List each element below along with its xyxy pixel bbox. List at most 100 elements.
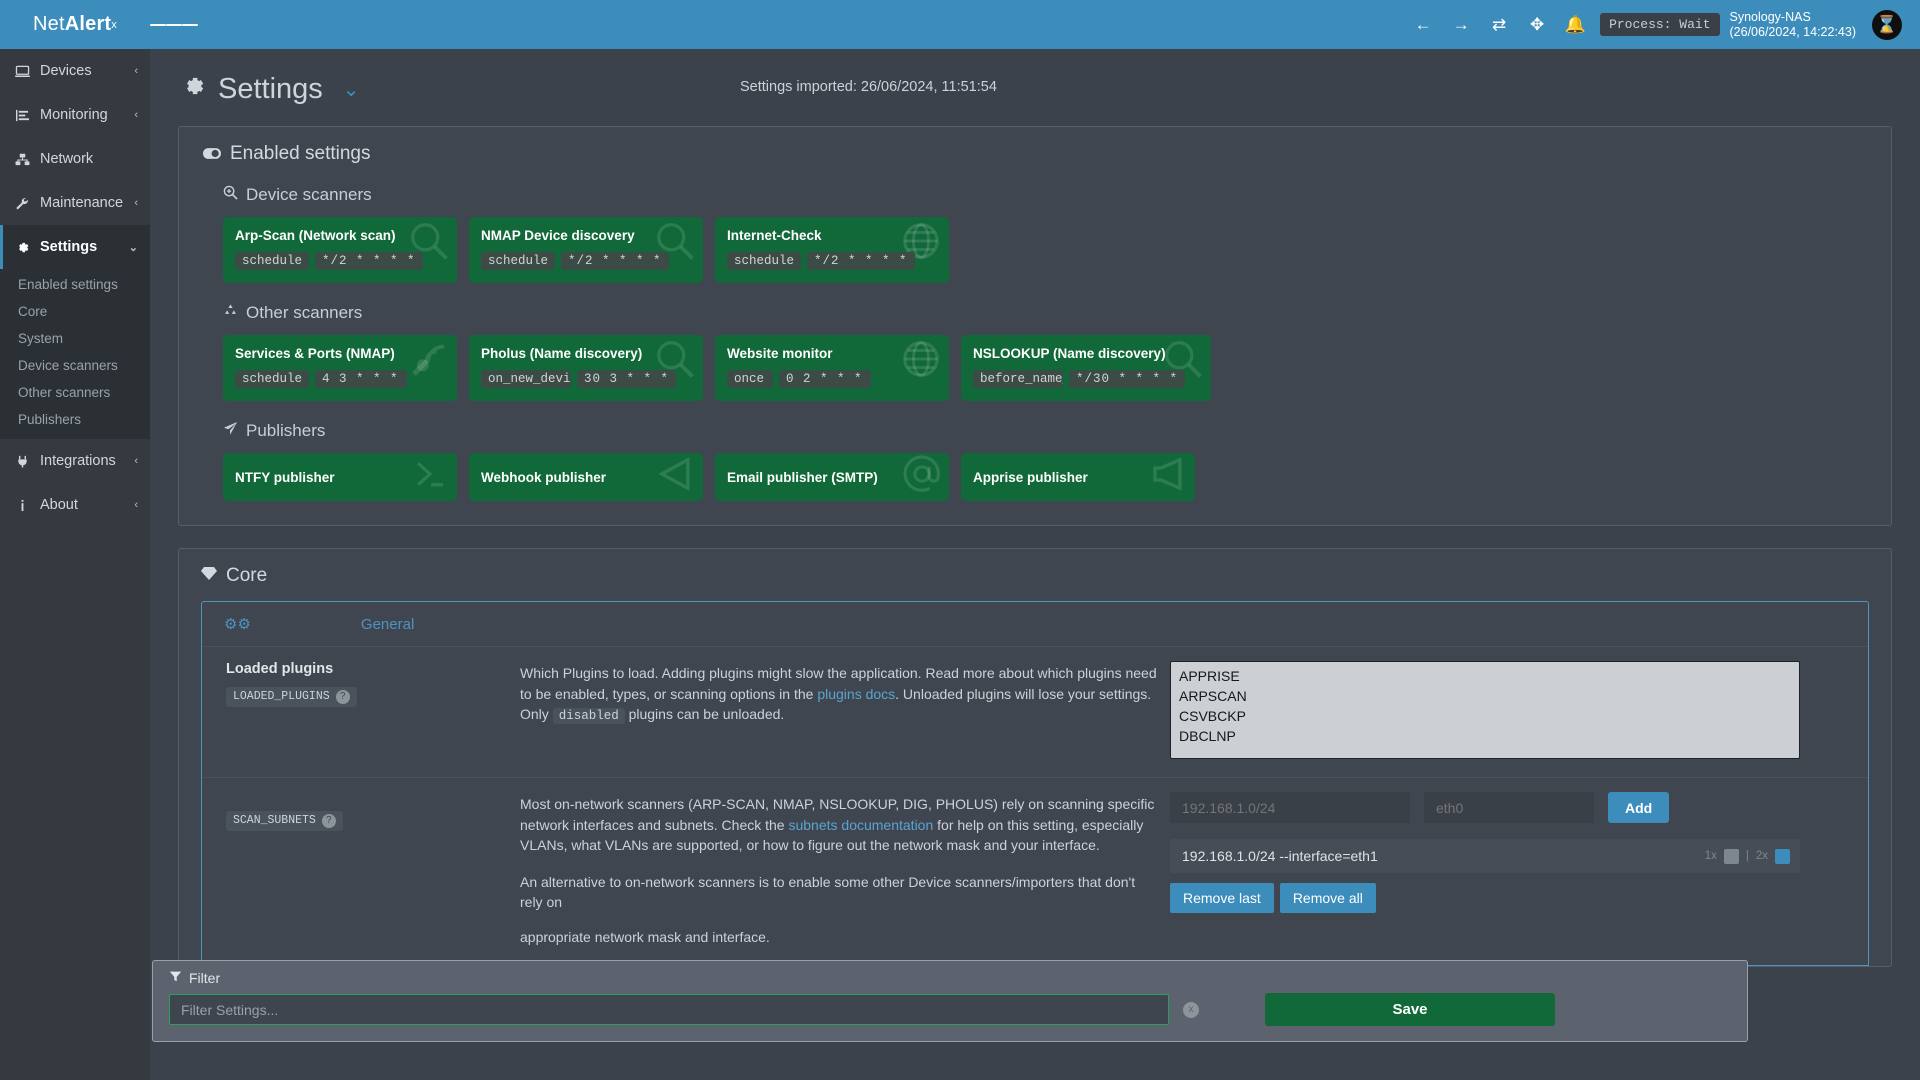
publisher-card-ntfy[interactable]: NTFY publisher: [223, 453, 457, 501]
group-label: Other scanners: [246, 303, 363, 322]
subnet-entry-text: 192.168.1.0/24 --interface=eth1: [1182, 848, 1378, 864]
hamburger-icon[interactable]: [150, 0, 198, 49]
move-icon[interactable]: ✥: [1529, 14, 1545, 34]
help-icon[interactable]: ?: [321, 813, 336, 828]
sidebar-item-device-scanners[interactable]: Device scanners: [18, 358, 118, 373]
panel-title-text: Enabled settings: [230, 143, 371, 164]
sidebar: Devices ‹ Monitoring ‹ Network Maintenan…: [0, 49, 150, 1080]
settings-imported-text: Settings imported: 26/06/2024, 11:51:54: [740, 79, 997, 95]
enabled-settings-title: Enabled settings: [179, 127, 1891, 171]
card-title: Apprise publisher: [973, 469, 1088, 485]
sidebar-item-monitoring[interactable]: Monitoring ‹: [0, 93, 150, 137]
card-schedule-key: once: [727, 370, 773, 388]
scanner-card-arp-scan[interactable]: Arp-Scan (Network scan) schedule */2 * *…: [223, 217, 457, 283]
card-schedule-value: */2 * * * *: [807, 252, 915, 270]
plugin-option[interactable]: CSVBCKP: [1179, 708, 1246, 724]
save-button[interactable]: Save: [1265, 993, 1555, 1026]
chevron-left-icon: ‹: [134, 455, 138, 467]
desc-part-4: appropriate network mask and interface.: [520, 928, 770, 945]
sidebar-item-core[interactable]: Core: [18, 304, 48, 319]
sidebar-item-settings[interactable]: Settings ⌄: [0, 225, 150, 269]
device-scanner-cards: Arp-Scan (Network scan) schedule */2 * *…: [179, 211, 1891, 289]
interface-input[interactable]: [1424, 792, 1594, 823]
chart-icon[interactable]: [1775, 848, 1790, 864]
sidebar-item-network[interactable]: Network: [0, 137, 150, 181]
loaded-plugins-multiselect[interactable]: APPRISE ARPSCAN CSVBCKP DBCLNP: [1170, 661, 1800, 759]
magnifier-icon: [409, 221, 449, 268]
filter-input[interactable]: [169, 994, 1169, 1025]
edit-icon[interactable]: [1723, 848, 1739, 864]
subnet-inputs-row: Add: [1170, 792, 1800, 823]
sidebar-item-integrations[interactable]: Integrations ‹: [0, 439, 150, 483]
sidebar-label-settings: Settings: [40, 239, 98, 255]
scanner-card-nslookup[interactable]: NSLOOKUP (Name discovery) before_name_up…: [961, 335, 1211, 401]
publisher-card-email-smtp[interactable]: Email publisher (SMTP): [715, 453, 949, 501]
arrow-right-icon[interactable]: →: [1452, 14, 1470, 34]
share-icon: [657, 455, 695, 500]
magnifier-icon: [655, 339, 695, 386]
wrench-icon: [14, 197, 31, 210]
chevron-down-icon: ⌄: [128, 241, 138, 254]
setting-control-block: APPRISE ARPSCAN CSVBCKP DBCLNP: [1170, 661, 1800, 759]
card-schedule-key: schedule: [235, 252, 310, 270]
gem-icon: [201, 565, 217, 587]
chevron-left-icon: ‹: [134, 197, 138, 209]
sidebar-label-monitoring: Monitoring: [40, 107, 108, 123]
setting-code: LOADED_PLUGINS: [233, 690, 330, 703]
brand-superscript: x: [111, 18, 117, 31]
add-button[interactable]: Add: [1608, 792, 1670, 823]
chevron-left-icon: ‹: [134, 109, 138, 121]
avatar[interactable]: ⌛: [1872, 9, 1902, 40]
setting-row-scan-subnets: SCAN_SUBNETS ? Most on-network scanners …: [202, 777, 1868, 965]
status-badge: Process: Wait: [1600, 13, 1720, 36]
subnet-input[interactable]: [1170, 792, 1410, 823]
card-schedule-key: before_name_upd: [973, 370, 1063, 388]
remove-all-button[interactable]: Remove all: [1279, 883, 1376, 913]
core-title-text: Core: [226, 565, 268, 586]
gear-icon: [180, 73, 206, 106]
clear-icon[interactable]: x: [1183, 1001, 1199, 1018]
sidebar-item-about[interactable]: About ‹: [0, 483, 150, 527]
sidebar-item-devices[interactable]: Devices ‹: [0, 49, 150, 93]
scanner-card-pholus[interactable]: Pholus (Name discovery) on_new_device 30…: [469, 335, 703, 401]
sidebar-item-system[interactable]: System: [18, 331, 64, 346]
filter-bar: Filter x Save: [152, 960, 1748, 1042]
sidebar-item-enabled-settings[interactable]: Enabled settings: [18, 277, 118, 292]
scanner-card-nmap-device-discovery[interactable]: NMAP Device discovery schedule */2 * * *…: [469, 217, 703, 283]
magnifier-icon: [655, 221, 695, 268]
filter-label: Filter: [189, 970, 221, 986]
publisher-card-webhook[interactable]: Webhook publisher: [469, 453, 703, 501]
card-title: Website monitor: [727, 346, 833, 361]
core-panel: Core ⚙⚙ General Loaded plugins LOADED_PL…: [178, 548, 1892, 967]
chevron-left-icon: ‹: [134, 499, 138, 511]
subnets-docs-link[interactable]: subnets documentation: [788, 816, 934, 833]
desc-part-2: . Unloaded plugins will lose your settin…: [520, 685, 1152, 723]
app-logo[interactable]: Net Alert x: [0, 0, 150, 49]
setting-code-tag: SCAN_SUBNETS ?: [226, 810, 343, 831]
card-schedule-key: on_new_device: [481, 370, 571, 388]
gears-icon: ⚙⚙: [224, 616, 251, 633]
plugin-option[interactable]: DBCLNP: [1179, 728, 1236, 744]
plugin-option[interactable]: ARPSCAN: [1179, 688, 1247, 704]
card-schedule-value: */30 * * * *: [1069, 370, 1186, 388]
chevron-double-down-icon[interactable]: ⌄: [342, 79, 360, 101]
scanner-card-website-monitor[interactable]: Website monitor once 0 2 * * *: [715, 335, 949, 401]
scanner-card-internet-check[interactable]: Internet-Check schedule */2 * * * *: [715, 217, 949, 283]
plugins-docs-link[interactable]: plugins docs: [817, 685, 896, 702]
refresh-icon[interactable]: ⇄: [1491, 14, 1507, 34]
bell-icon[interactable]: 🔔: [1564, 14, 1586, 34]
arrow-left-icon[interactable]: ←: [1414, 14, 1432, 34]
card-schedule-key: schedule: [481, 252, 556, 270]
help-icon[interactable]: ?: [335, 689, 350, 704]
scanner-card-services-ports-nmap[interactable]: Services & Ports (NMAP) schedule 4 3 * *…: [223, 335, 457, 401]
core-tabrow: ⚙⚙ General: [202, 602, 1868, 646]
tab-general[interactable]: General: [360, 615, 415, 633]
page-header: Settings ⌄ Settings imported: 26/06/2024…: [150, 49, 1920, 116]
plugin-option[interactable]: APPRISE: [1179, 668, 1240, 684]
subnet-list-item: 192.168.1.0/24 --interface=eth1 1x | 2x: [1170, 839, 1800, 873]
remove-last-button[interactable]: Remove last: [1170, 883, 1274, 913]
sidebar-item-other-scanners[interactable]: Other scanners: [18, 385, 111, 400]
publisher-card-apprise[interactable]: Apprise publisher: [961, 453, 1195, 501]
sidebar-item-publishers[interactable]: Publishers: [18, 412, 82, 427]
sidebar-item-maintenance[interactable]: Maintenance ‹: [0, 181, 150, 225]
